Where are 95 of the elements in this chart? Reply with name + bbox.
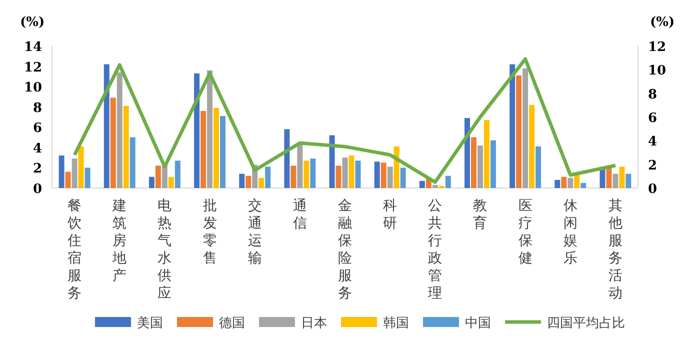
bar [419,180,425,188]
y-axis-title: (%) [20,15,45,30]
x-tick-label: 电热气水供应 [158,198,172,302]
bar [239,174,245,188]
y2-tick-label: 2 [648,158,658,174]
legend-label: 德国 [219,316,245,331]
bar [626,174,632,188]
bar [464,118,470,188]
bar [400,168,406,188]
bar [123,106,129,188]
bar [258,178,264,188]
bar [78,146,84,188]
bar [574,174,580,188]
bar [284,129,290,188]
x-tick-label: 公共行政管理 [428,198,442,302]
bar [246,176,252,188]
bar [516,75,522,188]
bar [304,160,310,188]
x-tick-label: 批发零售 [202,198,217,266]
y2-tick-label: 6 [648,111,658,126]
x-tick-label: 其他服务活动 [608,198,622,302]
bar [374,162,380,188]
bar [348,156,354,188]
bar [220,116,226,188]
bar [110,98,116,188]
bar [445,176,451,188]
bar [342,158,348,188]
x-tick-label: 通信 [292,198,307,232]
y2-tick-label: 0 [648,182,658,197]
bar [297,144,303,188]
bar [612,174,618,188]
bar [200,110,206,188]
y-tick-label: 12 [24,60,42,76]
x-tick-label: 医疗保健 [518,198,532,266]
y-tick-label: 2 [32,162,42,177]
bar [310,158,316,188]
bar [529,104,535,188]
bar [194,73,200,188]
bar [329,135,335,188]
legend-label: 四国平均占比 [547,316,625,331]
bar [265,166,271,188]
y-tick-label: 10 [24,80,42,96]
bar [432,184,438,188]
bar [207,70,213,188]
bar [387,166,393,188]
bar [580,182,586,188]
y-tick-label: 4 [32,141,42,156]
y-tick-label: 8 [32,100,42,116]
bar [72,158,78,188]
legend-label: 中国 [465,316,491,331]
y2-axis-title: (%) [650,15,675,30]
bar [58,156,64,188]
y2-tick-label: 12 [648,40,666,55]
bar [214,108,220,188]
bar [561,176,567,188]
bar [174,160,180,188]
bar [568,178,574,188]
bar [148,176,154,188]
bar [380,162,386,188]
bar [104,64,110,188]
bar [130,137,136,188]
bar [168,176,174,188]
legend-label: 韩国 [383,316,409,331]
bar [510,64,516,188]
y2-tick-label: 4 [648,134,658,150]
y-tick-label: 14 [24,40,42,55]
legend-label: 日本 [301,316,327,331]
y-tick-label: 6 [32,121,42,136]
bar [116,72,122,188]
y-tick-label: 0 [32,182,42,197]
x-tick-label: 金融保险服务 [338,198,352,302]
y2-tick-label: 10 [648,64,666,79]
bar [84,168,90,188]
x-tick-label: 休闲娱乐 [563,198,578,266]
bar [65,172,71,188]
bar [490,140,496,188]
bar [522,68,528,188]
bar [155,166,161,188]
bar [470,137,476,188]
bar [619,166,625,188]
bar [536,146,542,188]
bar [484,120,490,188]
bar [477,145,483,188]
bar [355,160,361,188]
legend-label: 美国 [137,315,163,331]
x-tick-label: 教育 [473,198,488,232]
x-tick-label: 交通运输 [248,198,262,266]
bar [290,166,296,188]
bar [394,146,400,188]
bar [336,166,342,188]
x-tick-label: 餐饮住宿服务 [66,198,82,302]
bar [554,180,560,188]
x-tick-label: 科研 [383,198,398,232]
y2-tick-label: 8 [648,87,658,102]
x-tick-label: 建筑房地产 [112,198,127,284]
